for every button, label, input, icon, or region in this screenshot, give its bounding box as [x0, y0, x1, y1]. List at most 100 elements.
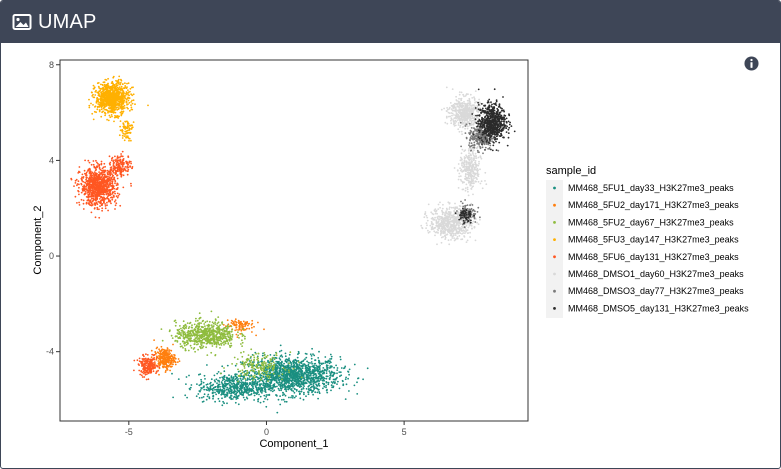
scatter-point [325, 372, 328, 375]
scatter-point [134, 103, 136, 106]
scatter-point [240, 343, 242, 345]
scatter-point [111, 115, 113, 118]
scatter-point [180, 332, 182, 334]
scatter-point [295, 388, 298, 391]
scatter-point [94, 216, 97, 219]
info-icon[interactable] [744, 56, 759, 71]
scatter-point [233, 395, 236, 398]
scatter-point [174, 335, 177, 338]
scatter-point [102, 188, 105, 190]
scatter-point [316, 380, 319, 382]
scatter-point [103, 174, 106, 176]
scatter-point [185, 327, 188, 329]
scatter-point [197, 393, 200, 395]
scatter-point [115, 188, 118, 191]
scatter-point [214, 400, 217, 403]
scatter-point [249, 382, 251, 384]
scatter-point [288, 371, 290, 374]
scatter-point [283, 375, 285, 378]
scatter-point [240, 323, 243, 326]
scatter-point [235, 383, 238, 386]
scatter-point [118, 193, 121, 196]
scatter-point [171, 357, 173, 360]
scatter-point [237, 320, 240, 322]
scatter-point [114, 180, 117, 183]
scatter-point [285, 400, 288, 403]
scatter-point [123, 107, 126, 109]
scatter-point [271, 374, 274, 376]
scatter-point [303, 391, 305, 394]
scatter-point [312, 374, 315, 377]
scatter-point [88, 177, 91, 180]
scatter-point [78, 204, 81, 206]
scatter-point [206, 324, 209, 327]
scatter-point [224, 342, 227, 345]
scatter-point [182, 340, 184, 342]
scatter-point [112, 191, 115, 194]
scatter-point [222, 327, 225, 330]
scatter-point [325, 381, 328, 383]
scatter-point [264, 391, 267, 393]
scatter-point [232, 382, 235, 385]
scatter-point [242, 394, 244, 397]
scatter-point [117, 117, 120, 119]
scatter-point [187, 333, 190, 335]
scatter-point [219, 335, 222, 338]
scatter-point [234, 320, 237, 323]
scatter-point [98, 177, 101, 180]
scatter-point [307, 361, 310, 364]
scatter-point [200, 387, 203, 390]
scatter-point [293, 391, 296, 394]
scatter-point [231, 334, 234, 336]
scatter-point [198, 312, 201, 315]
scatter-point [288, 377, 291, 380]
scatter-point [210, 351, 213, 354]
scatter-point [294, 371, 297, 373]
scatter-point [187, 330, 190, 333]
scatter-point [310, 355, 313, 357]
scatter-point [214, 341, 216, 344]
scatter-point [101, 111, 103, 114]
scatter-point [164, 351, 167, 354]
scatter-point [329, 366, 332, 369]
scatter-point [109, 193, 112, 196]
scatter-point [106, 118, 108, 121]
scatter-point [114, 182, 116, 185]
scatter-point [336, 369, 339, 371]
scatter-point [100, 199, 102, 202]
scatter-point [228, 332, 231, 335]
scatter-point [131, 99, 133, 102]
scatter-point [268, 370, 271, 373]
scatter-point [115, 104, 117, 107]
scatter-point [313, 354, 316, 357]
scatter-point [220, 393, 223, 396]
scatter-point [182, 333, 185, 336]
scatter-point [250, 324, 253, 326]
scatter-point [290, 396, 292, 399]
scatter-point [259, 378, 262, 381]
scatter-point [250, 359, 253, 362]
scatter-point [96, 203, 99, 206]
scatter-point [288, 396, 290, 399]
scatter-point [100, 106, 103, 109]
scatter-point [221, 382, 224, 385]
scatter-point [114, 94, 117, 97]
scatter-point [281, 381, 283, 383]
scatter-point [90, 197, 93, 200]
scatter-point [223, 387, 226, 390]
scatter-point [326, 391, 329, 394]
scatter-point [153, 339, 156, 341]
scatter-point [253, 374, 256, 377]
scatter-point [244, 335, 246, 338]
scatter-point [348, 373, 350, 376]
scatter-point [166, 369, 169, 371]
scatter-point [107, 96, 110, 99]
scatter-point [223, 343, 225, 346]
scatter-point [225, 388, 228, 391]
scatter-point [322, 376, 324, 379]
scatter-point [263, 328, 265, 331]
scatter-point [348, 390, 350, 392]
scatter-point [176, 361, 179, 363]
scatter-point [307, 385, 310, 388]
scatter-point [226, 386, 229, 389]
